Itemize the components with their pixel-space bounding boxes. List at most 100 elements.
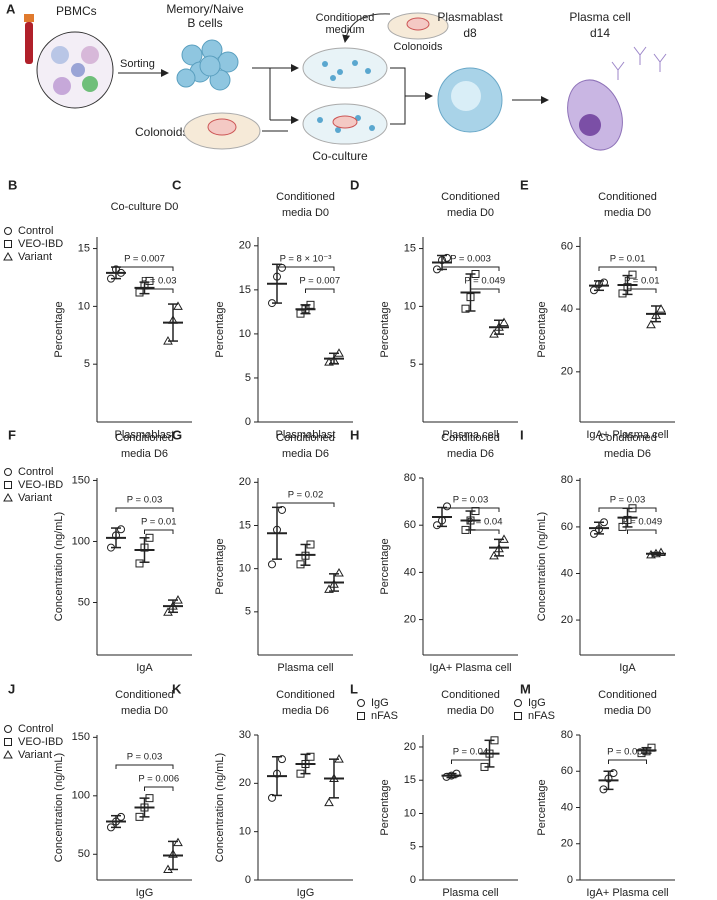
point <box>306 752 315 761</box>
point <box>324 797 334 807</box>
legend-marker <box>3 251 13 261</box>
p-value-label: P = 0.007 <box>299 276 340 287</box>
point <box>637 749 646 758</box>
point <box>173 595 183 604</box>
panel-title: media D6 <box>121 448 168 460</box>
y-tick-label: 10 <box>239 826 251 838</box>
point <box>485 749 494 758</box>
y-tick-label: 100 <box>72 790 90 802</box>
legend-label: VEO-IBD <box>18 238 63 250</box>
y-axis-label: Concentration (ng/mL) <box>536 512 548 621</box>
colonoids-label: Colonoids <box>394 41 443 53</box>
y-axis-label: Percentage <box>379 301 391 357</box>
p-value-label: P = 0.01 <box>610 254 645 265</box>
point <box>117 268 125 277</box>
point <box>112 817 120 826</box>
point <box>618 522 627 531</box>
panel-title: media D6 <box>447 448 494 460</box>
point <box>278 755 286 764</box>
significance-bracket <box>144 529 174 534</box>
y-axis-label: Percentage <box>214 301 226 357</box>
point <box>107 823 115 832</box>
point <box>163 336 173 345</box>
y-tick-label: 40 <box>561 801 573 813</box>
panel-label: F <box>8 427 16 442</box>
y-axis-label: Percentage <box>536 779 548 835</box>
point <box>590 286 598 295</box>
panel-title: Conditioned <box>276 689 335 701</box>
cell <box>81 46 99 64</box>
significance-bracket <box>115 266 174 271</box>
colonoid <box>332 115 358 129</box>
plasma-label: Plasma cell <box>569 10 630 24</box>
y-tick-label: 20 <box>561 614 573 626</box>
point <box>306 300 315 309</box>
significance-bracket <box>627 529 657 534</box>
x-axis-label: IgA+ Plasma cell <box>586 887 668 899</box>
point <box>452 769 461 778</box>
colonoids-label: Colonoids <box>135 125 188 139</box>
panel-title: Conditioned <box>598 191 657 203</box>
point <box>112 531 120 540</box>
point <box>480 762 489 771</box>
point <box>471 270 480 278</box>
significance-bracket <box>470 288 500 293</box>
panel-title: Conditioned <box>115 689 174 701</box>
p-value-label: P = 0.01 <box>624 276 659 287</box>
point <box>306 540 315 549</box>
colonoid <box>207 118 237 136</box>
y-tick-label: 30 <box>239 729 251 741</box>
panel-label: D <box>350 177 359 192</box>
x-axis-label: IgA <box>136 662 153 674</box>
colonoid <box>406 17 430 31</box>
bcells-label: B cells <box>187 16 222 30</box>
y-tick-label: 20 <box>239 240 251 252</box>
legend-label: VEO-IBD <box>18 479 63 491</box>
coculture-label: Co-culture <box>312 149 368 163</box>
y-tick-label: 40 <box>561 303 573 315</box>
y-axis-label: Percentage <box>214 538 226 594</box>
y-tick-label: 5 <box>245 372 251 384</box>
panel-title: Conditioned <box>598 432 657 444</box>
x-axis-label: IgA+ Plasma cell <box>586 429 668 441</box>
panel-label: G <box>172 427 182 442</box>
point <box>273 525 281 534</box>
point <box>442 772 451 781</box>
y-tick-label: 60 <box>561 521 573 533</box>
panel-title: Conditioned <box>441 689 500 701</box>
point <box>278 263 286 272</box>
point <box>268 299 276 308</box>
significance-bracket <box>144 786 174 791</box>
p-value-label: P = 0.04 <box>467 517 502 528</box>
p-value-label: P = 0.03 <box>127 752 162 763</box>
significance-bracket <box>608 759 647 764</box>
p-value-label: P = 0.01 <box>141 517 176 528</box>
significance-bracket <box>115 507 174 512</box>
point <box>296 309 305 318</box>
y-tick-label: 40 <box>404 566 416 578</box>
x-axis-label: Plasma cell <box>442 887 498 899</box>
connector <box>252 67 288 132</box>
panel-title: Conditioned <box>276 191 335 203</box>
panel-label: A <box>6 1 16 16</box>
y-tick-label: 10 <box>78 300 90 312</box>
point <box>168 601 178 610</box>
point <box>296 560 305 569</box>
significance-bracket <box>598 266 657 271</box>
bcells-label: Memory/Naive <box>166 2 244 16</box>
point <box>623 515 632 524</box>
point <box>140 803 149 812</box>
y-tick-label: 150 <box>72 731 90 743</box>
panel-label: E <box>520 177 529 192</box>
point <box>595 525 603 534</box>
p-value-label: P = 0.049 <box>464 276 505 287</box>
point <box>145 794 154 803</box>
x-axis-label: Plasmablast <box>276 429 336 441</box>
point <box>433 521 441 530</box>
point <box>273 769 281 778</box>
legend-label: IgG <box>528 697 546 709</box>
y-tick-label: 0 <box>410 874 416 886</box>
significance-bracket <box>144 288 174 293</box>
significance-bracket <box>598 507 657 512</box>
point <box>107 274 115 283</box>
